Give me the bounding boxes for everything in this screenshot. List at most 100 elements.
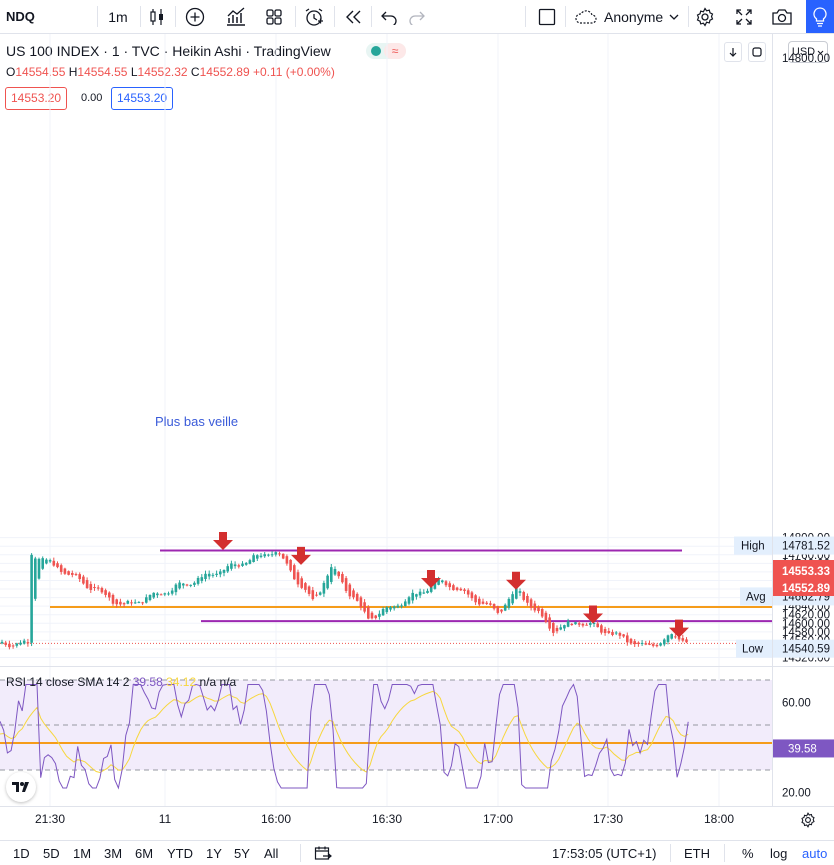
replay-button[interactable] bbox=[339, 0, 367, 33]
candle-body bbox=[681, 638, 685, 641]
range-button-1m[interactable]: 1M bbox=[73, 845, 92, 861]
tv-logo-icon bbox=[12, 782, 29, 792]
rsi-sma-line bbox=[0, 690, 689, 774]
maximize-icon bbox=[752, 47, 762, 57]
compare-button[interactable] bbox=[181, 0, 209, 33]
indicators-icon bbox=[227, 7, 245, 26]
settings-button[interactable] bbox=[692, 0, 718, 33]
candle-body bbox=[167, 593, 170, 595]
candle-body bbox=[96, 587, 100, 589]
toolbar-divider bbox=[97, 6, 98, 27]
range-button-ytd[interactable]: YTD bbox=[167, 845, 193, 861]
candle-body bbox=[500, 609, 503, 612]
candle-body bbox=[663, 639, 666, 645]
candle-body bbox=[444, 581, 448, 586]
candle-body bbox=[281, 553, 285, 559]
chevron-down-icon bbox=[669, 14, 679, 20]
candle-body bbox=[563, 625, 566, 629]
range-button-1y[interactable]: 1Y bbox=[206, 845, 222, 861]
candle-body bbox=[248, 560, 252, 564]
top-toolbar: NDQ 1m Anonyme bbox=[0, 0, 834, 34]
publish-button[interactable] bbox=[806, 0, 834, 33]
symbol-description: US 100 INDEX · 1 · TVC · Heikin Ashi · T… bbox=[6, 43, 331, 59]
range-button-5d[interactable]: 5D bbox=[43, 845, 60, 861]
change-value: +0.11 (+0.00%) bbox=[253, 65, 335, 79]
maximize-pane-button[interactable] bbox=[748, 42, 766, 62]
tradingview-logo-icon[interactable] bbox=[6, 772, 36, 802]
buy-button[interactable]: 14553.20 bbox=[111, 87, 174, 110]
candle-body bbox=[207, 573, 211, 577]
candle-body bbox=[222, 569, 226, 573]
market-status-badge[interactable]: ≈ bbox=[366, 43, 406, 59]
time-axis-settings-button[interactable] bbox=[796, 808, 820, 832]
currency-selector[interactable]: USD bbox=[788, 41, 828, 63]
candle-body bbox=[614, 632, 618, 634]
symbol-search-button[interactable]: NDQ bbox=[6, 9, 35, 24]
rsi-legend[interactable]: RSI 14 close SMA 14 2 39.58 34.12 n/a n/… bbox=[6, 675, 236, 689]
candle-body bbox=[515, 587, 518, 599]
toolbar-divider bbox=[688, 6, 689, 27]
redo-button[interactable] bbox=[404, 0, 430, 33]
undo-icon bbox=[381, 11, 397, 25]
percent-scale-toggle[interactable]: % bbox=[742, 845, 754, 861]
low-value-bg bbox=[773, 639, 834, 658]
candle-body bbox=[311, 590, 315, 600]
candle-body bbox=[278, 553, 281, 555]
candle-body bbox=[152, 592, 155, 598]
candle-body bbox=[289, 559, 292, 571]
alert-button[interactable] bbox=[300, 0, 328, 33]
toolbar-divider bbox=[670, 844, 671, 862]
clock-display[interactable]: 17:53:05 (UTC+1) bbox=[552, 845, 657, 861]
candle-body bbox=[330, 567, 333, 582]
candle-body bbox=[193, 582, 196, 585]
candle-body bbox=[389, 607, 392, 610]
undo-button[interactable] bbox=[376, 0, 402, 33]
candle-body bbox=[82, 576, 85, 584]
candle-body bbox=[452, 585, 455, 591]
candle-body bbox=[174, 584, 178, 593]
range-button-3m[interactable]: 3M bbox=[104, 845, 123, 861]
user-menu-button[interactable]: Anonyme bbox=[574, 0, 684, 33]
chart-type-button[interactable] bbox=[143, 0, 171, 33]
candle-body bbox=[674, 636, 677, 638]
chart-canvas[interactable]: 14520.0014540.0014560.0014580.0014600.00… bbox=[0, 34, 834, 840]
candle-body bbox=[611, 631, 614, 635]
price-tick-label: 14580.00 bbox=[782, 627, 830, 639]
candle-body bbox=[481, 601, 485, 604]
candle-body bbox=[378, 613, 381, 617]
candle-body bbox=[548, 617, 551, 629]
range-button-5y[interactable]: 5Y bbox=[234, 845, 250, 861]
scroll-down-button[interactable] bbox=[724, 42, 742, 62]
range-button-1d[interactable]: 1D bbox=[13, 845, 30, 861]
layout-button[interactable] bbox=[260, 0, 288, 33]
auto-scale-toggle[interactable]: auto bbox=[802, 845, 828, 861]
candle-body bbox=[307, 586, 311, 594]
range-button-6m[interactable]: 6M bbox=[135, 845, 154, 861]
candle-body bbox=[304, 583, 307, 590]
candle-body bbox=[93, 587, 96, 589]
snapshot-button[interactable] bbox=[769, 0, 795, 33]
indicators-button[interactable] bbox=[222, 0, 250, 33]
sell-button[interactable]: 14553.20 bbox=[5, 87, 68, 110]
toolbar-divider bbox=[565, 6, 566, 27]
candle-body bbox=[441, 580, 444, 583]
fullscreen-button[interactable] bbox=[731, 0, 757, 33]
close-value: 14552.89 bbox=[199, 65, 250, 79]
last-price-lower: 14552.89 bbox=[782, 583, 830, 595]
price-tick-label: 14800.00 bbox=[782, 53, 830, 65]
interval-button[interactable]: 1m bbox=[108, 8, 128, 25]
camera-icon bbox=[772, 8, 792, 25]
low-tag-bg bbox=[736, 639, 772, 658]
candle-body bbox=[503, 604, 507, 611]
candle-body bbox=[400, 605, 403, 607]
log-scale-toggle[interactable]: log bbox=[770, 845, 788, 861]
candle-body bbox=[411, 592, 414, 601]
range-button-all[interactable]: All bbox=[264, 845, 279, 861]
candle-body bbox=[4, 642, 7, 645]
chart-legend-title[interactable]: US 100 INDEX · 1 · TVC · Heikin Ashi · T… bbox=[6, 43, 331, 59]
drawing-template-button[interactable] bbox=[535, 0, 559, 33]
square-icon bbox=[538, 8, 556, 25]
date-range-button[interactable] bbox=[314, 841, 332, 865]
session-button[interactable]: ETH bbox=[684, 845, 710, 861]
candle-body bbox=[48, 560, 52, 562]
